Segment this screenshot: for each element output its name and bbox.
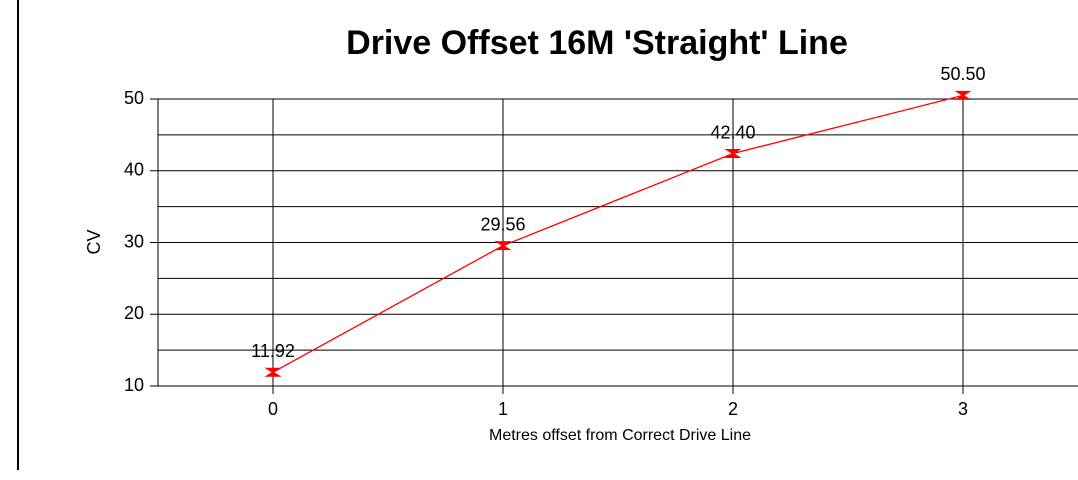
y-tick-label: 20 — [124, 303, 144, 323]
x-tick-label: 1 — [498, 399, 508, 419]
chart-title: Drive Offset 16M 'Straight' Line — [346, 24, 848, 62]
data-label: 11.92 — [251, 341, 295, 361]
data-marker — [264, 367, 282, 377]
x-tick-label: 3 — [958, 399, 968, 419]
x-axis-label: Metres offset from Correct Drive Line — [489, 427, 751, 444]
data-line — [272, 94, 964, 373]
x-tick-label: 0 — [268, 399, 278, 419]
y-tick-label: 30 — [124, 231, 144, 251]
data-marker — [954, 90, 972, 100]
y-tick-label: 50 — [124, 88, 144, 108]
y-axis-label: CV — [84, 229, 104, 254]
y-tick-label: 40 — [124, 160, 144, 180]
y-tick-label: 10 — [124, 375, 144, 395]
data-label: 50.50 — [940, 64, 985, 84]
data-label: 42.40 — [710, 122, 755, 142]
x-tick-label: 2 — [728, 399, 738, 419]
data-marker — [724, 149, 742, 159]
data-label: 29.56 — [480, 214, 525, 234]
data-marker — [494, 241, 512, 251]
